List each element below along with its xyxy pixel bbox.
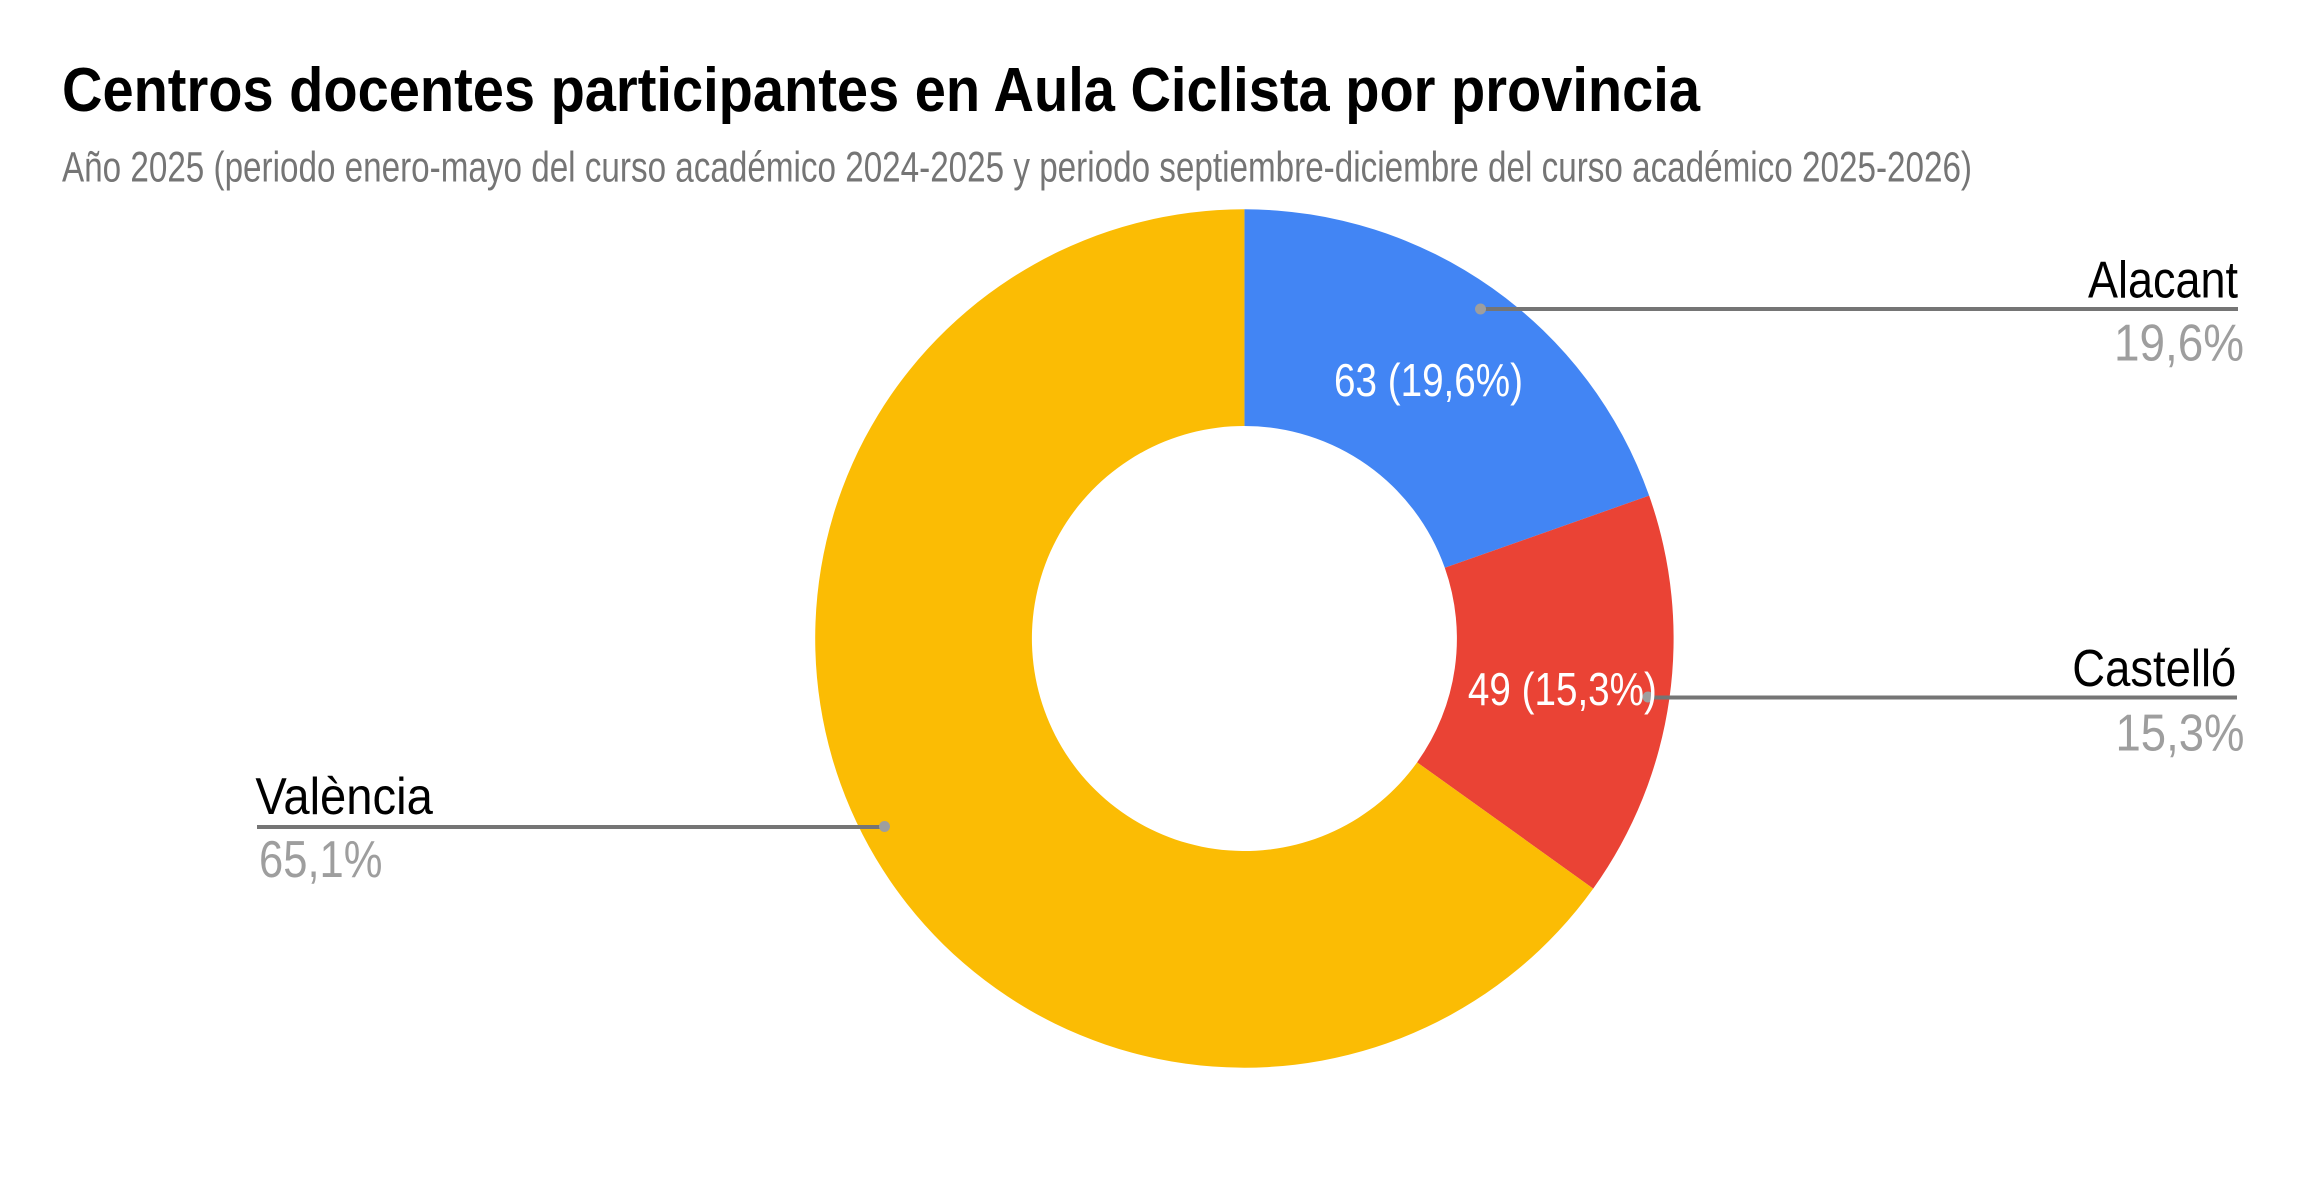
- svg-text:Castelló: Castelló: [2072, 640, 2236, 698]
- svg-text:Centros docentes participantes: Centros docentes participantes en Aula C…: [62, 56, 1700, 125]
- svg-text:19,6%: 19,6%: [2114, 314, 2244, 372]
- svg-text:Año 2025 (periodo enero-mayo d: Año 2025 (periodo enero-mayo del curso a…: [62, 143, 1972, 191]
- svg-text:49 (15,3%): 49 (15,3%): [1468, 663, 1657, 715]
- svg-text:63 (19,6%): 63 (19,6%): [1334, 354, 1523, 406]
- svg-text:15,3%: 15,3%: [2116, 705, 2245, 763]
- svg-text:Alacant: Alacant: [2088, 251, 2238, 309]
- svg-text:65,1%: 65,1%: [259, 831, 383, 889]
- svg-text:València: València: [255, 768, 432, 826]
